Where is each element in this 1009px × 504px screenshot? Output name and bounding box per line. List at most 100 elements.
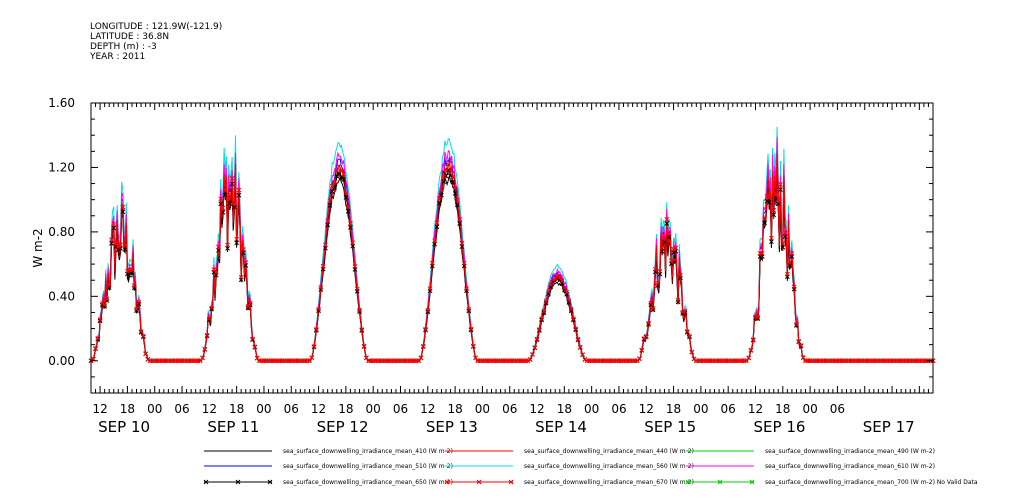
series-marker bbox=[348, 225, 353, 230]
series-marker bbox=[357, 309, 362, 314]
series-marker bbox=[678, 272, 683, 278]
series-marker bbox=[138, 330, 144, 335]
series-marker bbox=[457, 216, 463, 222]
series-marker bbox=[530, 352, 535, 357]
x-tick-label: 00 bbox=[802, 402, 817, 416]
series-marker bbox=[459, 244, 465, 250]
series-marker bbox=[204, 332, 210, 338]
series-marker bbox=[659, 245, 665, 251]
legend-entry: sea_surface_downwelling_irradiance_mean_… bbox=[204, 448, 453, 455]
series-marker bbox=[548, 282, 554, 288]
y-tick-label: 1.20 bbox=[48, 160, 75, 174]
series-marker bbox=[213, 270, 219, 275]
series-marker bbox=[439, 187, 444, 193]
series-marker bbox=[138, 329, 144, 334]
series-marker bbox=[468, 326, 474, 332]
series-marker bbox=[93, 346, 98, 351]
series-marker bbox=[778, 187, 783, 193]
series-marker bbox=[325, 222, 331, 228]
series-marker bbox=[800, 355, 806, 360]
x-tick-label: 18 bbox=[338, 402, 353, 416]
legend-label: sea_surface_downwelling_irradiance_mean_… bbox=[524, 463, 694, 470]
series-marker bbox=[204, 333, 210, 339]
series-marker bbox=[780, 241, 786, 247]
x-tick-label: 00 bbox=[147, 402, 162, 416]
series-marker bbox=[796, 338, 802, 344]
series-marker bbox=[229, 181, 235, 187]
series-marker bbox=[222, 187, 228, 193]
series-marker bbox=[559, 278, 565, 284]
series-marker bbox=[220, 205, 226, 211]
year-text: YEAR : 2011 bbox=[90, 52, 146, 62]
series-marker bbox=[771, 207, 777, 213]
x-tick-label: 18 bbox=[120, 402, 135, 416]
series-marker bbox=[657, 269, 663, 274]
series-marker bbox=[334, 168, 340, 173]
series-marker bbox=[425, 308, 431, 313]
series-marker bbox=[466, 308, 472, 314]
series-marker bbox=[748, 347, 754, 353]
series-marker bbox=[120, 209, 126, 215]
series-marker bbox=[334, 173, 340, 179]
legend-label: sea_surface_downwelling_irradiance_mean_… bbox=[283, 448, 453, 455]
series-marker bbox=[136, 299, 142, 305]
series-marker bbox=[541, 310, 547, 316]
series-marker bbox=[338, 168, 344, 174]
series-marker bbox=[95, 335, 101, 341]
legend-entry: sea_surface_downwelling_irradiance_mean_… bbox=[444, 479, 694, 486]
series-marker bbox=[750, 337, 756, 342]
series-marker bbox=[218, 196, 224, 202]
x-tick-label: 18 bbox=[775, 402, 790, 416]
series-marker bbox=[357, 307, 362, 313]
series-marker bbox=[653, 266, 658, 272]
x-tick-label: 12 bbox=[311, 402, 326, 416]
series-marker bbox=[318, 285, 324, 290]
series-marker bbox=[241, 246, 246, 252]
legend-marker bbox=[508, 479, 514, 485]
legend-label: sea_surface_downwelling_irradiance_mean_… bbox=[765, 479, 978, 486]
series-marker bbox=[452, 191, 458, 196]
series-marker bbox=[782, 234, 788, 240]
series-marker bbox=[643, 333, 649, 339]
series-marker bbox=[441, 179, 447, 185]
series-marker bbox=[202, 346, 208, 352]
series-marker bbox=[582, 357, 588, 362]
legend-marker bbox=[235, 479, 241, 485]
series-marker bbox=[323, 245, 328, 251]
series-marker bbox=[527, 357, 533, 362]
series-marker bbox=[746, 355, 752, 361]
series-marker bbox=[245, 303, 251, 309]
legend-label: sea_surface_downwelling_irradiance_mean_… bbox=[524, 448, 694, 455]
y-tick-label: 0.00 bbox=[48, 354, 75, 368]
series-marker bbox=[361, 343, 367, 349]
series-marker bbox=[434, 224, 440, 230]
series-marker bbox=[343, 190, 349, 195]
series-marker bbox=[664, 216, 670, 222]
series-marker bbox=[216, 247, 221, 253]
series-marker bbox=[206, 316, 212, 321]
series-marker bbox=[684, 329, 690, 334]
series-line bbox=[90, 153, 933, 362]
series-marker bbox=[759, 250, 765, 256]
series-marker bbox=[352, 264, 358, 269]
x-date-label: SEP 17 bbox=[863, 418, 915, 436]
y-tick-label: 0.40 bbox=[48, 289, 75, 303]
series-marker bbox=[238, 274, 244, 280]
series-marker bbox=[782, 230, 788, 236]
legend-label: sea_surface_downwelling_irradiance_mean_… bbox=[765, 463, 935, 470]
x-tick-label: 00 bbox=[366, 402, 381, 416]
series-marker bbox=[655, 280, 660, 286]
series-marker bbox=[662, 239, 667, 245]
series-marker bbox=[436, 201, 442, 206]
series-marker bbox=[546, 289, 551, 295]
series-marker bbox=[771, 212, 777, 218]
series-marker bbox=[532, 345, 538, 350]
series-marker bbox=[423, 327, 428, 333]
legend-entry: sea_surface_downwelling_irradiance_mean_… bbox=[445, 448, 694, 455]
series-marker bbox=[143, 351, 148, 356]
series-marker bbox=[120, 204, 126, 210]
series-marker bbox=[473, 355, 478, 361]
legend-entry: sea_surface_downwelling_irradiance_mean_… bbox=[686, 448, 935, 455]
series-marker bbox=[109, 237, 114, 243]
series-marker bbox=[140, 334, 146, 340]
